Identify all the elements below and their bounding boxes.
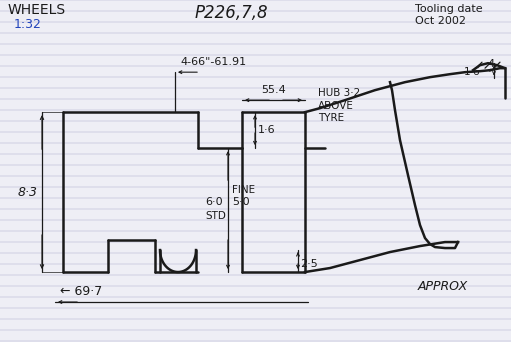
Text: 6·0: 6·0 [205, 197, 223, 207]
Text: HUB 3·2
ABOVE
TYRE: HUB 3·2 ABOVE TYRE [318, 88, 360, 123]
Text: P226,7,8: P226,7,8 [195, 4, 269, 22]
Text: 1·6: 1·6 [258, 125, 275, 135]
Text: 1:32: 1:32 [14, 18, 42, 31]
Text: ← 69·7: ← 69·7 [60, 285, 102, 298]
Text: 1·6: 1·6 [463, 67, 480, 77]
Text: 8·3: 8·3 [18, 186, 38, 199]
Text: Oct 2002: Oct 2002 [415, 16, 466, 26]
Text: WHEELS: WHEELS [8, 3, 66, 17]
Text: APPROX: APPROX [418, 280, 468, 293]
Text: FINE: FINE [232, 185, 255, 195]
Text: 4: 4 [487, 59, 494, 69]
Text: Tooling date: Tooling date [415, 4, 482, 14]
Text: 5·0: 5·0 [232, 197, 250, 207]
Text: 55.4: 55.4 [261, 85, 286, 95]
Text: 2·5: 2·5 [300, 259, 318, 268]
Text: STD: STD [205, 211, 226, 221]
Text: 4-66"-61.91: 4-66"-61.91 [180, 57, 246, 67]
